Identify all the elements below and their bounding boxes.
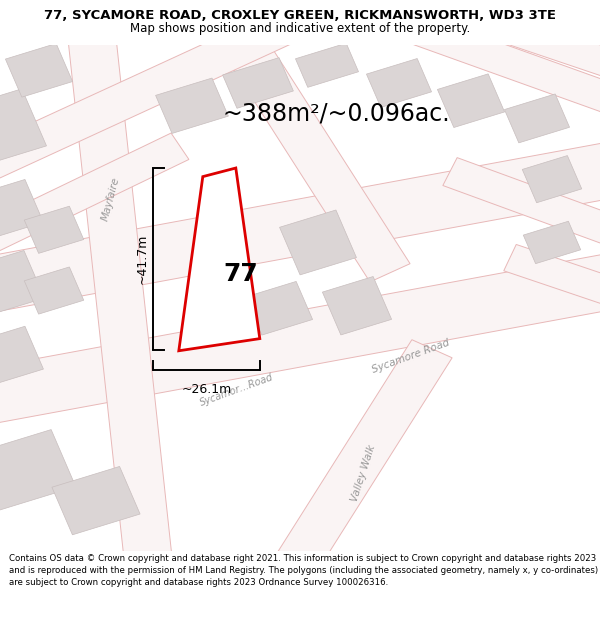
Polygon shape bbox=[0, 89, 47, 163]
Polygon shape bbox=[437, 74, 505, 128]
Polygon shape bbox=[66, 18, 174, 578]
Polygon shape bbox=[268, 340, 452, 586]
Text: Valley Walk: Valley Walk bbox=[349, 443, 377, 503]
Text: ~388m²/~0.096ac.: ~388m²/~0.096ac. bbox=[222, 101, 450, 126]
Polygon shape bbox=[504, 244, 600, 311]
Polygon shape bbox=[245, 281, 313, 335]
Polygon shape bbox=[280, 210, 356, 275]
Text: Contains OS data © Crown copyright and database right 2021. This information is : Contains OS data © Crown copyright and d… bbox=[9, 554, 598, 587]
Polygon shape bbox=[24, 267, 84, 314]
Polygon shape bbox=[322, 276, 392, 335]
Text: Map shows position and indicative extent of the property.: Map shows position and indicative extent… bbox=[130, 22, 470, 35]
Polygon shape bbox=[52, 466, 140, 535]
Polygon shape bbox=[5, 44, 73, 97]
Polygon shape bbox=[0, 133, 189, 261]
Polygon shape bbox=[383, 6, 600, 120]
Polygon shape bbox=[179, 168, 260, 351]
Text: Sycamor…Road: Sycamor…Road bbox=[199, 372, 275, 408]
Text: ~41.7m: ~41.7m bbox=[136, 234, 149, 284]
Text: 77, SYCAMORE ROAD, CROXLEY GREEN, RICKMANSWORTH, WD3 3TE: 77, SYCAMORE ROAD, CROXLEY GREEN, RICKMA… bbox=[44, 9, 556, 22]
Polygon shape bbox=[0, 326, 43, 386]
Polygon shape bbox=[0, 429, 76, 511]
Polygon shape bbox=[0, 179, 43, 239]
Text: Mayfaire: Mayfaire bbox=[100, 176, 122, 222]
Text: 77: 77 bbox=[223, 262, 257, 286]
Polygon shape bbox=[367, 59, 431, 108]
Polygon shape bbox=[474, 6, 600, 84]
Polygon shape bbox=[0, 4, 310, 187]
Polygon shape bbox=[295, 43, 359, 88]
Polygon shape bbox=[155, 78, 229, 133]
Text: Sycamore Road: Sycamore Road bbox=[371, 338, 451, 375]
Polygon shape bbox=[443, 158, 600, 251]
Polygon shape bbox=[24, 206, 84, 253]
Text: ~26.1m: ~26.1m bbox=[181, 382, 232, 396]
Polygon shape bbox=[0, 139, 600, 315]
Polygon shape bbox=[223, 58, 293, 108]
Polygon shape bbox=[208, 11, 410, 282]
Polygon shape bbox=[0, 251, 44, 316]
Polygon shape bbox=[522, 156, 582, 202]
Polygon shape bbox=[523, 221, 581, 264]
Polygon shape bbox=[505, 94, 569, 143]
Polygon shape bbox=[0, 251, 600, 427]
